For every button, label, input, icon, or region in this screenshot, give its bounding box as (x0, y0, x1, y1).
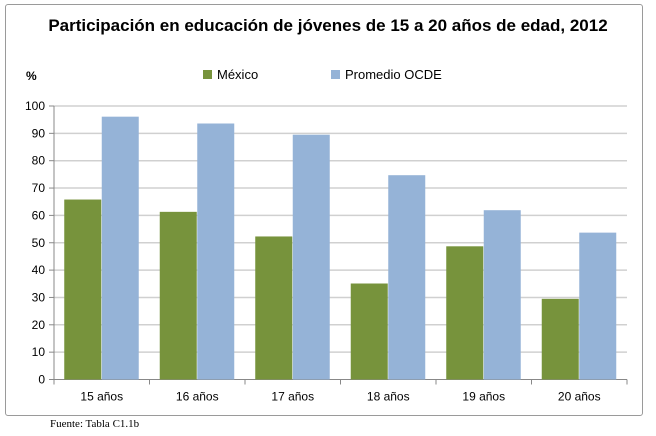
y-tick-label: 80 (32, 154, 46, 168)
y-tick-label: 0 (38, 373, 45, 387)
legend-label-mexico: México (217, 67, 259, 82)
y-tick-label: 70 (32, 181, 46, 195)
bar-ocde (101, 116, 139, 380)
legend-item-mexico: México (203, 67, 258, 82)
y-tick-label: 60 (32, 208, 46, 222)
legend-item-ocde: Promedio OCDE (331, 67, 442, 82)
y-tick-label: 10 (32, 345, 46, 359)
bar-mexico (159, 211, 197, 380)
x-tick-label: 15 años (80, 390, 123, 404)
y-tick-label: 100 (25, 99, 45, 113)
x-tick-label: 19 años (462, 390, 505, 404)
bar-ocde (388, 175, 426, 380)
x-tick-label: 17 años (271, 390, 314, 404)
bar-ocde (579, 232, 617, 380)
legend-swatch-mexico (203, 70, 212, 79)
bar-mexico (446, 246, 484, 380)
chart-title: Participación en educación de jóvenes de… (48, 16, 608, 35)
bar-mexico (255, 236, 293, 380)
y-tick-label: 50 (32, 236, 46, 250)
y-tick-label: 90 (32, 126, 46, 140)
bar-ocde (197, 123, 235, 380)
chart-frame (5, 4, 643, 416)
bar-mexico (350, 283, 388, 380)
y-tick-label: 40 (32, 263, 46, 277)
y-tick-label: 20 (32, 318, 46, 332)
bar-ocde (483, 210, 521, 380)
y-axis-label: % (26, 69, 37, 83)
y-tick-label: 30 (32, 290, 46, 304)
x-tick-label: 20 años (558, 390, 601, 404)
bar-mexico (541, 298, 579, 380)
legend-label-ocde: Promedio OCDE (345, 67, 442, 82)
bar-ocde (292, 134, 330, 380)
x-tick-label: 16 años (176, 390, 219, 404)
legend-swatch-ocde (331, 70, 340, 79)
source-note: Fuente: Tabla C1.1b (50, 418, 140, 430)
bar-mexico (64, 199, 102, 380)
x-tick-label: 18 años (367, 390, 410, 404)
